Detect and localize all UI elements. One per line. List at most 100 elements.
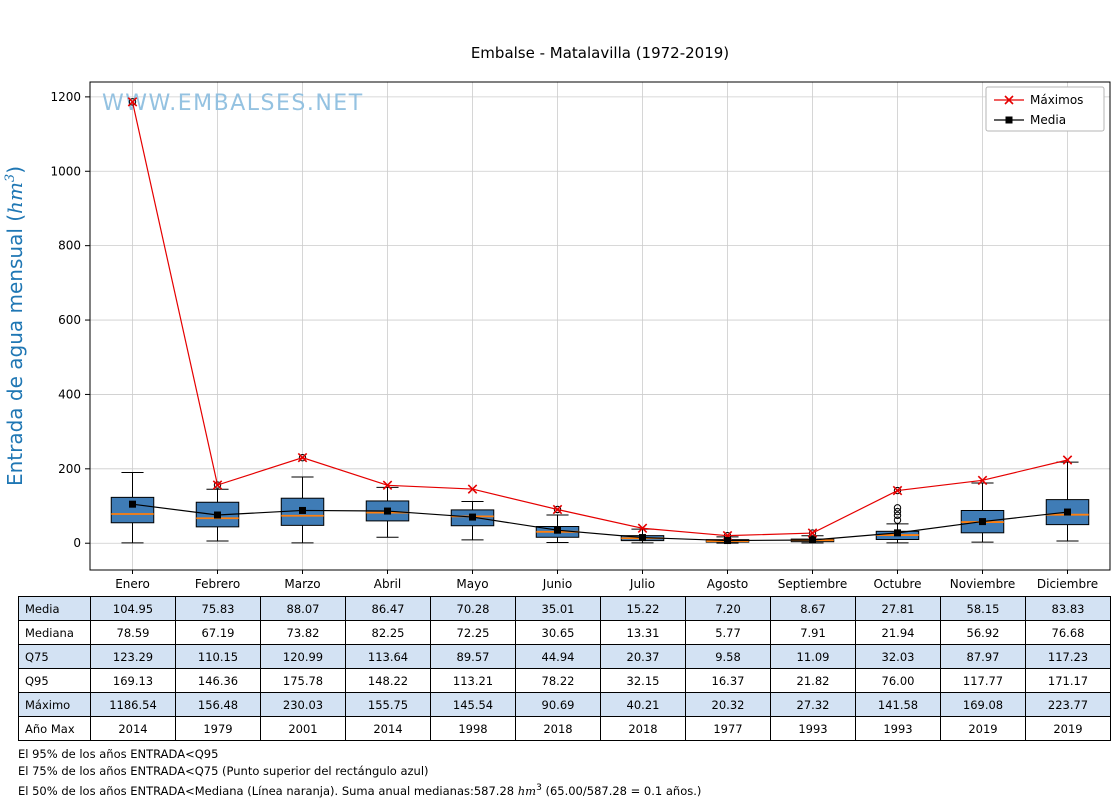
table-cell: 8.67	[770, 596, 856, 621]
y-axis: 0 200 400 600 800 1000 1200	[50, 90, 90, 550]
table-cell: 1979	[175, 716, 261, 741]
table-cell: 70.28	[430, 596, 516, 621]
table-cell: 72.25	[430, 620, 516, 645]
x-tick-label: Junio	[542, 577, 572, 591]
table-cell: 58.15	[940, 596, 1026, 621]
table-cell: 2019	[940, 716, 1026, 741]
x-tick-label: Marzo	[284, 577, 320, 591]
table-cell: 13.31	[600, 620, 686, 645]
x-tick-label: Enero	[115, 577, 150, 591]
table-cell: 1993	[770, 716, 856, 741]
y-tick-label: 1200	[50, 90, 81, 104]
table-cell: 73.82	[260, 620, 346, 645]
table-row-mediana: Mediana 78.59 67.19 73.82 82.25 72.25 30.65 13.…	[18, 620, 1111, 645]
outlier-marker	[893, 507, 902, 516]
x-tick-label: Septiembre	[778, 577, 847, 591]
table-cell: 16.37	[685, 668, 771, 693]
media-series	[129, 500, 1071, 545]
legend-label: Media	[1030, 113, 1066, 127]
table-cell: 7.91	[770, 620, 856, 645]
table-row-q75: Q75 123.29 110.15 120.99 113.64 89.57 44.94 20.…	[18, 644, 1111, 669]
row-label: Mediana	[18, 620, 91, 645]
table-cell: 156.48	[175, 692, 261, 717]
table-cell: 82.25	[345, 620, 431, 645]
table-cell: 21.82	[770, 668, 856, 693]
table-cell: 78.22	[515, 668, 601, 693]
maximos-series	[127, 97, 1073, 541]
y-tick-label: 1000	[50, 164, 81, 178]
table-row-media: Media 104.95 75.83 88.07 86.47 70.28 35.01 15.2…	[18, 596, 1111, 621]
table-cell: 146.36	[175, 668, 261, 693]
table-cell: 2001	[260, 716, 346, 741]
table-cell: 2019	[1025, 716, 1111, 741]
table-cell: 117.23	[1025, 644, 1111, 669]
legend: Máximos Media	[985, 86, 1105, 132]
outlier-marker	[553, 505, 562, 514]
table-cell: 27.81	[855, 596, 941, 621]
y-axis-label: Entrada de agua mensual (hm3)	[3, 166, 27, 486]
table-cell: 141.58	[855, 692, 941, 717]
table-cell: 21.94	[855, 620, 941, 645]
footnotes: El 95% de los años ENTRADA<Q95 El 75% de…	[18, 746, 701, 800]
x-tick-label: Noviembre	[950, 577, 1016, 591]
table-row-a-o-max: Año Max 2014 1979 2001 2014 1998 2018 2018 1977 1…	[18, 716, 1111, 741]
y-tick-label: 0	[73, 536, 81, 550]
table-cell: 104.95	[90, 596, 176, 621]
table-cell: 110.15	[175, 644, 261, 669]
row-label: Máximo	[18, 692, 91, 717]
table-cell: 30.65	[515, 620, 601, 645]
table-cell: 35.01	[515, 596, 601, 621]
table-cell: 1186.54	[90, 692, 176, 717]
table-cell: 78.59	[90, 620, 176, 645]
table-cell: 113.21	[430, 668, 516, 693]
table-cell: 148.22	[345, 668, 431, 693]
table-cell: 1998	[430, 716, 516, 741]
stats-table: Media 104.95 75.83 88.07 86.47 70.28 35.01 15.2…	[18, 596, 1111, 741]
table-cell: 75.83	[175, 596, 261, 621]
table-cell: 44.94	[515, 644, 601, 669]
table-cell: 230.03	[260, 692, 346, 717]
footnote-q95: El 95% de los años ENTRADA<Q95	[18, 747, 219, 761]
x-tick-label: Abril	[374, 577, 401, 591]
table-cell: 76.00	[855, 668, 941, 693]
y-tick-label: 400	[58, 387, 81, 401]
table-cell: 40.21	[600, 692, 686, 717]
table-cell: 76.68	[1025, 620, 1111, 645]
row-label: Media	[18, 596, 91, 621]
table-cell: 7.20	[685, 596, 771, 621]
table-cell: 87.97	[940, 644, 1026, 669]
table-cell: 83.83	[1025, 596, 1111, 621]
footnote-mediana-pre: El 50% de los años ENTRADA<Mediana (Líne…	[18, 783, 518, 798]
boxplot-diciembre	[1045, 461, 1090, 542]
table-cell: 169.13	[90, 668, 176, 693]
table-cell: 2014	[345, 716, 431, 741]
table-cell: 145.54	[430, 692, 516, 717]
x-tick-label: Agosto	[707, 577, 748, 591]
watermark: WWW.EMBALSES.NET	[102, 91, 364, 116]
table-cell: 2018	[600, 716, 686, 741]
table-cell: 223.77	[1025, 692, 1111, 717]
chart-title: Embalse - Matalavilla (1972-2019)	[470, 44, 730, 62]
table-cell: 32.03	[855, 644, 941, 669]
table-cell: 20.37	[600, 644, 686, 669]
footnote-mediana-post: (65.00/587.28 = 0.1 años.)	[541, 783, 702, 798]
table-cell: 89.57	[430, 644, 516, 669]
x-tick-label: Octubre	[873, 577, 921, 591]
y-tick-label: 800	[58, 239, 81, 253]
legend-label: Máximos	[1030, 93, 1083, 107]
table-cell: 56.92	[940, 620, 1026, 645]
table-cell: 67.19	[175, 620, 261, 645]
row-label: Q75	[18, 644, 91, 669]
table-cell: 9.58	[685, 644, 771, 669]
table-cell: 27.32	[770, 692, 856, 717]
x-tick-label: Diciembre	[1037, 577, 1098, 591]
table-cell: 20.32	[685, 692, 771, 717]
table-cell: 155.75	[345, 692, 431, 717]
boxplot-chart: WWW.EMBALSES.NET 0 200 400 600 800 1000 1200 Ene…	[3, 81, 1111, 591]
table-cell: 120.99	[260, 644, 346, 669]
outlier-marker	[298, 453, 307, 462]
table-cell: 1993	[855, 716, 941, 741]
x-axis: Enero Febrero Marzo Abril Mayo Junio Julio Agos…	[115, 570, 1098, 591]
table-row-m-ximo: Máximo 1186.54 156.48 230.03 155.75 145.54 90.…	[18, 692, 1111, 717]
